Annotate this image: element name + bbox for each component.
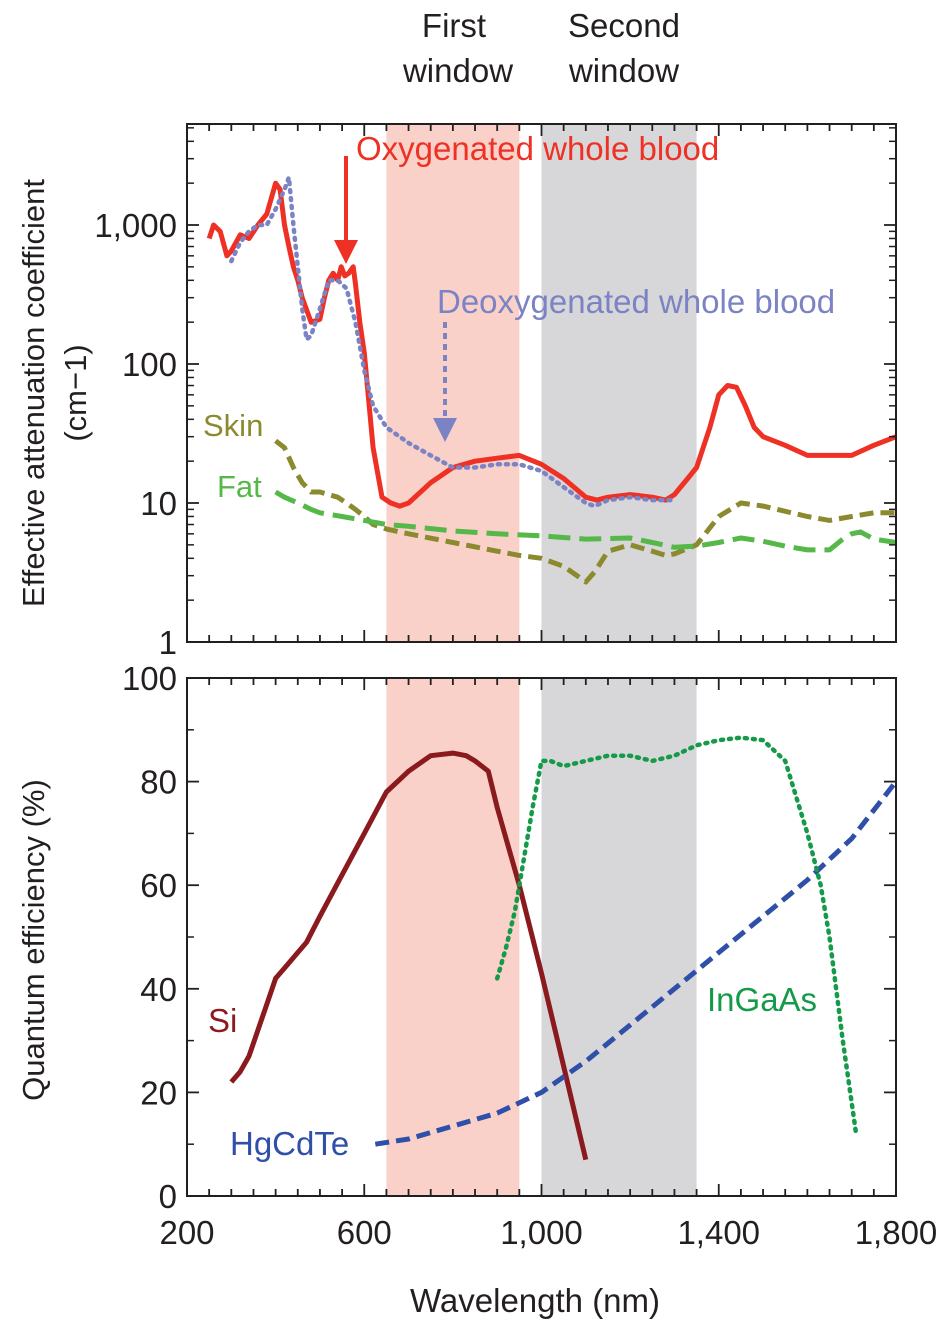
- series-fat: [274, 489, 897, 553]
- y-tick-label: 100: [122, 660, 177, 697]
- series-deoxygenated-whole-blood: [229, 175, 677, 509]
- top-y-axis-unit: (cm−1): [58, 344, 93, 441]
- y-tick-label: 40: [140, 971, 177, 1008]
- x-tick-label: 1,800: [855, 1214, 938, 1251]
- bottom-chart-series: [229, 735, 898, 1161]
- ingaas-label: InGaAs: [707, 981, 817, 1018]
- series-si: [229, 750, 589, 1161]
- x-axis-title: Wavelength (nm): [410, 1282, 660, 1319]
- y-tick-label: 20: [140, 1074, 177, 1111]
- bottom-y-axis-title: Quantum efficiency (%): [16, 779, 51, 1101]
- series-hgcdte: [374, 780, 898, 1147]
- x-tick-label: 200: [159, 1214, 214, 1251]
- series-skin: [274, 438, 896, 585]
- oxy-label: Oxygenated whole blood: [356, 130, 719, 167]
- series-ingaas: [494, 735, 859, 1137]
- bottom-chart-axes: 0 20 40 60 80 100 200 600 1,000 1,400 1,800: [122, 660, 937, 1251]
- y-tick-label: 1: [159, 624, 177, 661]
- hgcdte-label: HgCdTe: [230, 1125, 349, 1162]
- si-label: Si: [208, 1002, 237, 1039]
- second-window-band-top: [541, 124, 697, 642]
- x-tick-label: 600: [337, 1214, 392, 1251]
- oxy-arrow: [334, 156, 358, 264]
- y-tick-label: 100: [122, 346, 177, 383]
- x-tick-label: 1,400: [677, 1214, 760, 1251]
- second-window-label-line2: window: [568, 52, 679, 89]
- y-tick-label: 1,000: [94, 207, 177, 244]
- skin-label: Skin: [203, 408, 263, 443]
- deoxy-label: Deoxygenated whole blood: [437, 283, 835, 320]
- y-tick-label: 10: [140, 485, 177, 522]
- first-window-band-top: [386, 124, 520, 642]
- y-tick-label: 60: [140, 867, 177, 904]
- top-y-axis-title: Effective attenuation coefficient: [16, 179, 51, 607]
- fat-label: Fat: [217, 469, 262, 504]
- top-chart-axes: 1 10 100 1,000: [94, 123, 897, 661]
- y-tick-label: 0: [159, 1178, 177, 1215]
- first-window-band-bottom: [386, 678, 520, 1196]
- deoxy-arrow: [433, 322, 457, 442]
- top-chart-series: [206, 175, 897, 585]
- x-tick-label: 1,000: [500, 1214, 583, 1251]
- y-tick-label: 80: [140, 764, 177, 801]
- first-window-label-line1: First: [422, 7, 486, 44]
- second-window-label-line1: Second: [568, 7, 680, 44]
- first-window-label-line2: window: [402, 52, 513, 89]
